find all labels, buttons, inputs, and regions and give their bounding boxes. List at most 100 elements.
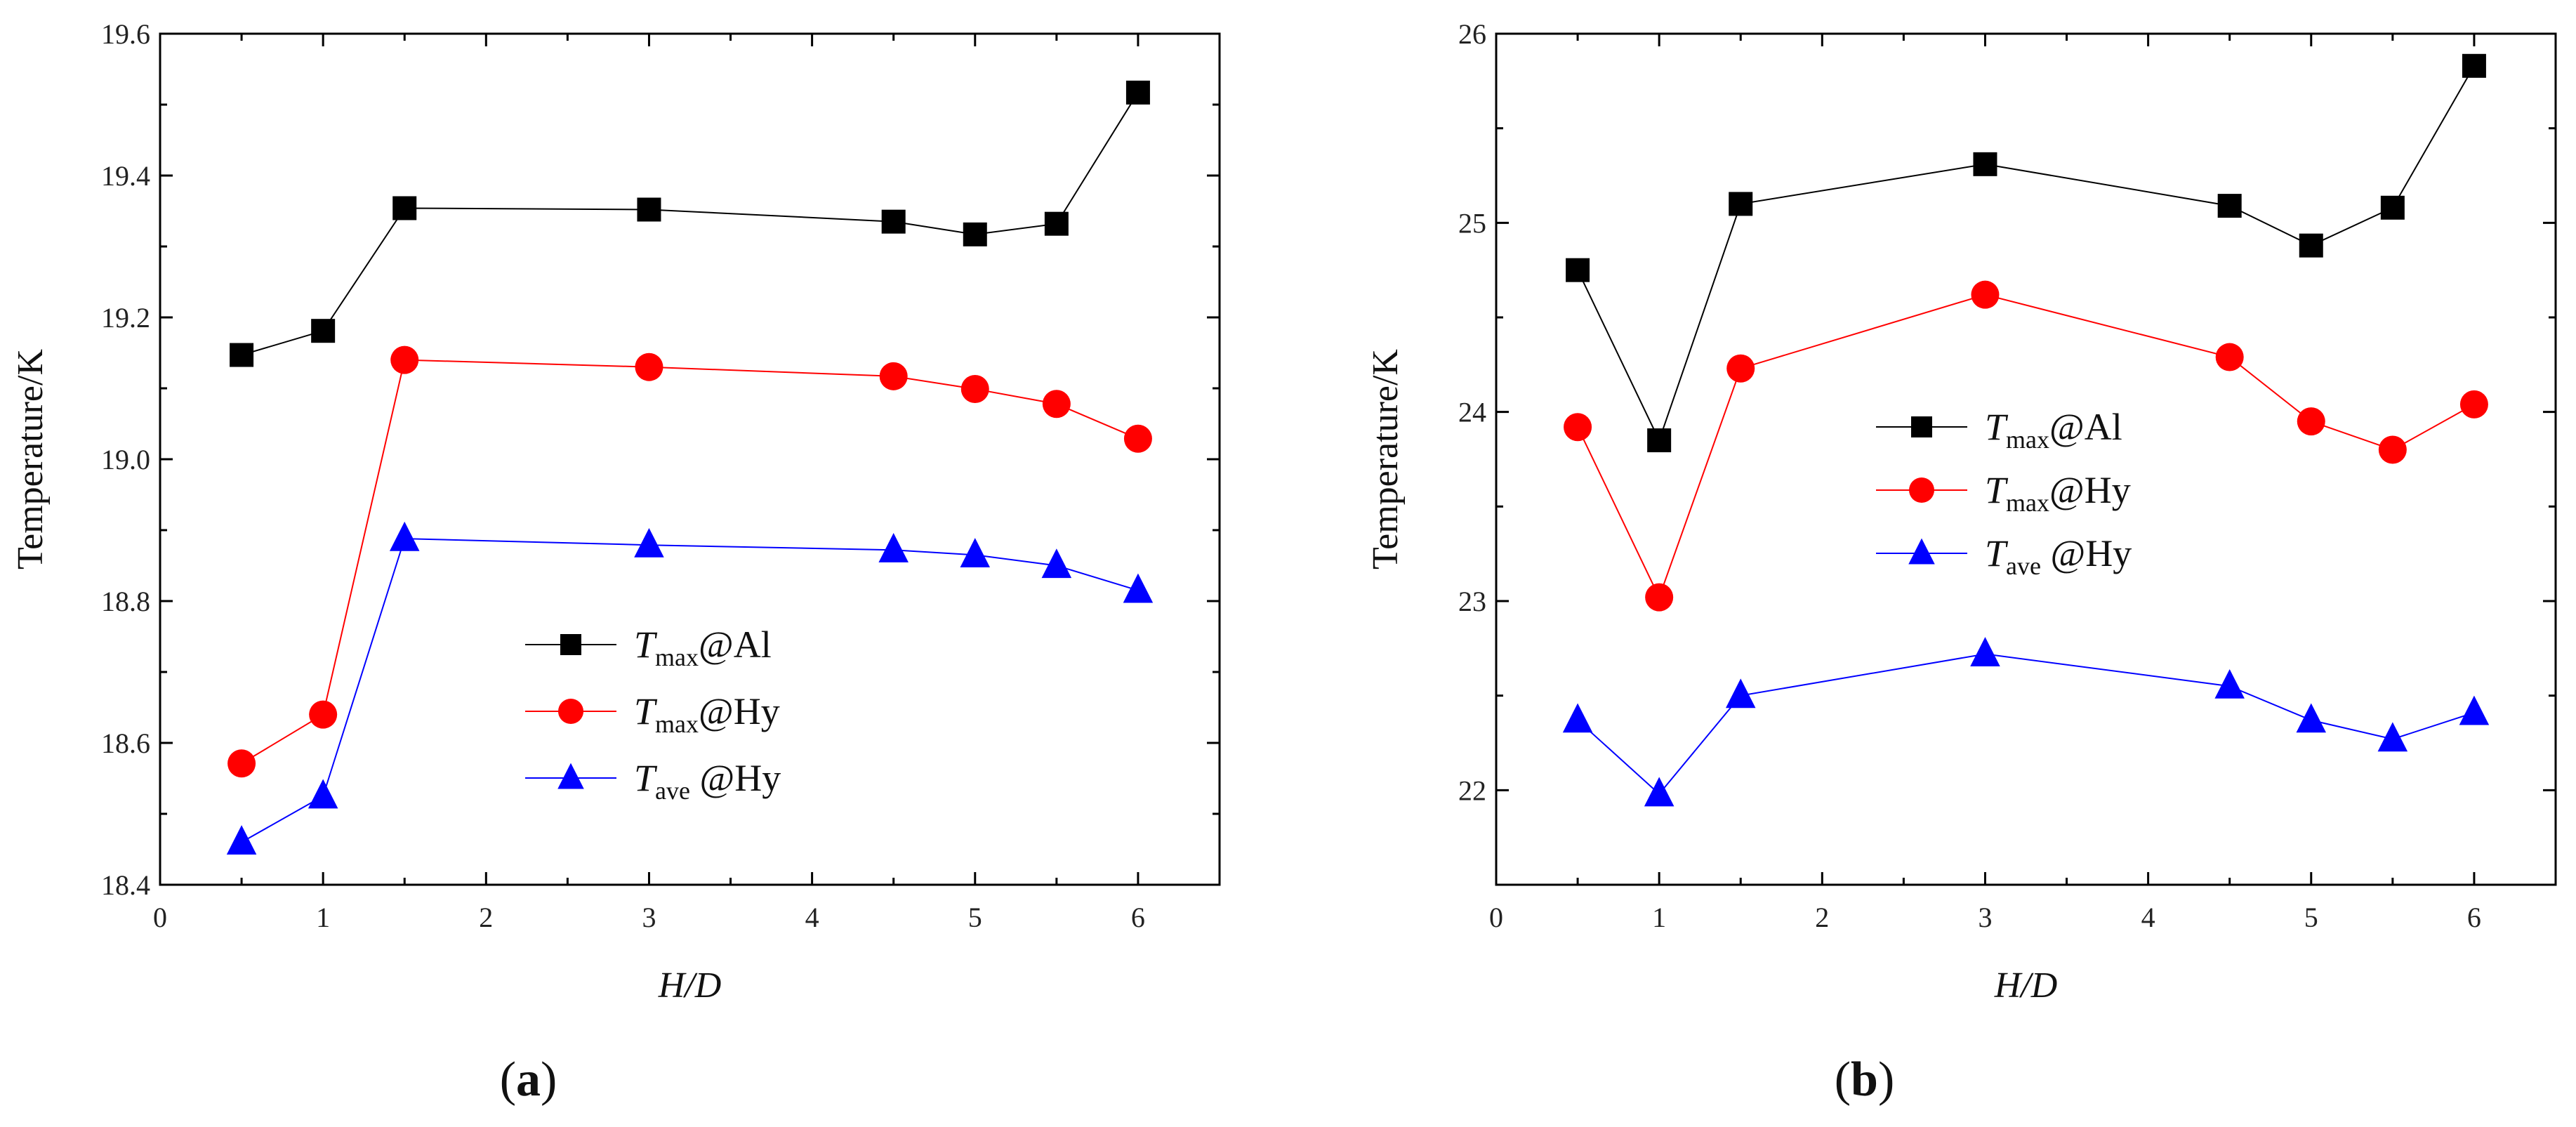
legend-label: Tave @Hy — [1985, 532, 2132, 580]
data-point — [634, 527, 664, 558]
data-point — [1123, 573, 1154, 603]
data-point — [2377, 722, 2408, 752]
y-tick-label: 19.0 — [101, 444, 150, 475]
x-tick-label: 3 — [1978, 902, 1992, 933]
data-point — [308, 779, 338, 809]
legend-marker — [560, 634, 581, 655]
legend-label: Tmax@Hy — [634, 690, 780, 738]
legend-label: Tmax@Hy — [1985, 469, 2131, 517]
x-tick-label: 5 — [2304, 902, 2318, 933]
series-Tmax@Al — [230, 80, 1150, 367]
data-point — [1647, 428, 1672, 453]
data-point — [2459, 695, 2490, 725]
data-point — [2299, 233, 2323, 258]
series-line — [1577, 653, 2475, 796]
data-point — [2217, 194, 2242, 218]
data-point — [1970, 637, 2000, 667]
data-point — [960, 538, 991, 567]
data-point — [1123, 424, 1152, 453]
data-point — [390, 345, 419, 374]
x-tick-label: 5 — [968, 902, 982, 933]
data-point — [226, 825, 257, 855]
data-point — [1645, 583, 1674, 612]
data-point — [963, 222, 987, 246]
x-tick-label: 6 — [1131, 902, 1145, 933]
legend-marker — [1909, 477, 1934, 503]
y-tick-label: 24 — [1458, 397, 1486, 428]
legend-marker — [1908, 538, 1935, 565]
series-line — [1577, 65, 2475, 442]
data-point — [2296, 703, 2327, 733]
data-point — [1125, 80, 1150, 105]
x-tick-label: 2 — [1815, 902, 1829, 933]
data-point — [1562, 703, 1593, 733]
y-tick-label: 19.6 — [101, 18, 150, 50]
data-point — [960, 375, 989, 404]
data-point — [392, 196, 417, 220]
data-point — [1564, 413, 1592, 442]
y-axis-title: Temperature/K — [11, 349, 51, 569]
y-axis-title: Temperature/K — [1366, 349, 1406, 569]
data-point — [1729, 192, 1753, 216]
data-point — [389, 521, 420, 551]
y-tick-label: 18.4 — [101, 869, 150, 901]
y-tick-label: 22 — [1458, 775, 1486, 806]
data-point — [2215, 343, 2244, 371]
data-point — [2214, 668, 2245, 699]
panel-label: (b) — [1835, 1053, 1895, 1107]
data-point — [1726, 354, 1755, 383]
plot-frame — [1495, 32, 2557, 886]
x-tick-label: 2 — [479, 902, 493, 933]
legend-marker — [558, 699, 583, 724]
y-tick-label: 26 — [1458, 18, 1486, 50]
series-line — [1577, 294, 2475, 600]
y-tick-label: 19.4 — [101, 160, 150, 192]
data-point — [2297, 407, 2325, 436]
x-axis-title: H/D — [658, 965, 722, 1006]
x-tick-label: 0 — [1489, 902, 1503, 933]
legend-marker — [557, 763, 584, 789]
data-point — [2378, 435, 2407, 464]
series-line — [241, 92, 1139, 356]
series-line — [241, 538, 1139, 843]
series-Tmax@Al — [1566, 53, 2486, 453]
x-tick-label: 1 — [1652, 902, 1666, 933]
data-point — [1042, 390, 1071, 418]
panel-label: (a) — [500, 1053, 557, 1107]
data-point — [1644, 777, 1675, 807]
data-point — [1566, 258, 1590, 282]
y-tick-label: 18.8 — [101, 586, 150, 617]
data-point — [311, 319, 336, 343]
data-point — [881, 209, 906, 234]
data-point — [635, 352, 663, 381]
x-axis-title: H/D — [1994, 965, 2058, 1006]
data-point — [2462, 53, 2486, 78]
y-tick-label: 23 — [1458, 586, 1486, 617]
data-point — [878, 533, 909, 562]
legend-label: Tmax@Al — [634, 624, 772, 671]
x-tick-label: 6 — [2467, 902, 2481, 933]
data-point — [230, 343, 254, 367]
series-line — [241, 359, 1139, 765]
x-tick-label: 0 — [153, 902, 167, 933]
data-point — [1725, 678, 1756, 709]
x-tick-label: 1 — [316, 902, 330, 933]
y-tick-label: 18.6 — [101, 727, 150, 759]
x-tick-label: 4 — [2141, 902, 2155, 933]
chart-panel-a: 0 1 2 3 4 5 6 18.4 18.6 18.8 19.0 19.2 19.4 19.6 H/D Te… — [11, 18, 1221, 1107]
data-point — [227, 749, 256, 778]
data-point — [1041, 548, 1072, 579]
series-Tmax@Hy — [227, 345, 1152, 778]
data-point — [879, 362, 908, 390]
data-point — [2380, 195, 2405, 220]
x-tick-label: 3 — [642, 902, 656, 933]
y-tick-label: 25 — [1458, 207, 1486, 239]
legend-label: Tave @Hy — [634, 757, 781, 805]
data-point — [1044, 211, 1069, 236]
data-point — [637, 197, 661, 222]
data-point — [309, 700, 338, 729]
data-point — [2459, 390, 2488, 418]
x-tick-label: 4 — [805, 902, 819, 933]
